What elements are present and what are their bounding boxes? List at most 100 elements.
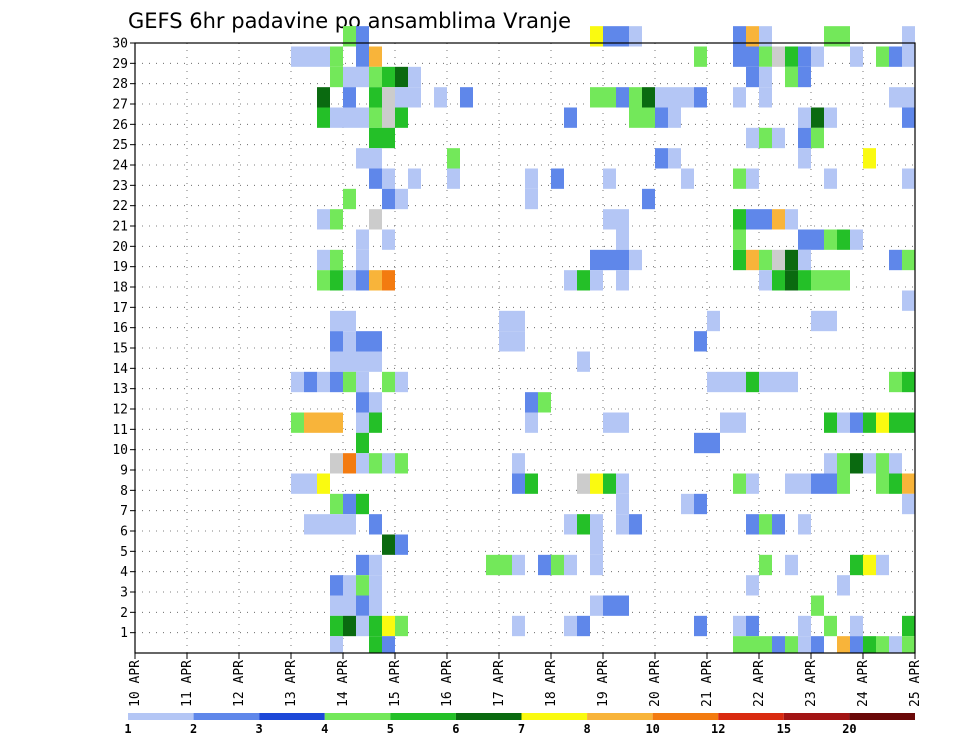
heatmap-cell — [694, 46, 707, 67]
heatmap-cell — [655, 148, 668, 169]
heatmap-cell — [850, 229, 863, 250]
heatmap-cell — [759, 249, 772, 271]
heatmap-cell — [330, 514, 343, 535]
heatmap-cell — [824, 270, 837, 291]
y-tick-label: 26 — [112, 118, 128, 133]
heatmap-cell — [369, 168, 382, 189]
heatmap-cell — [889, 636, 902, 653]
heatmap-cell — [902, 26, 915, 47]
heatmap-cell — [616, 493, 629, 515]
legend-label: 6 — [452, 722, 459, 736]
heatmap-cell — [616, 270, 629, 291]
heatmap-cell — [798, 107, 811, 128]
heatmap-cell — [616, 473, 629, 494]
heatmap-cell — [369, 331, 382, 352]
heatmap-cell — [330, 453, 343, 474]
heatmap-cell — [837, 26, 850, 47]
heatmap-cell — [330, 270, 343, 291]
heatmap-cell — [811, 107, 824, 128]
heatmap-cell — [642, 87, 655, 108]
heatmap-cell — [343, 310, 356, 332]
heatmap-cell — [681, 493, 694, 515]
heatmap-cell — [512, 453, 525, 474]
heatmap-cell — [369, 412, 382, 433]
legend-swatch — [783, 713, 850, 720]
heatmap-cell — [902, 168, 915, 189]
y-tick-label: 4 — [120, 565, 128, 580]
heatmap-cell — [356, 229, 369, 250]
x-tick-label: 22 APR — [752, 660, 767, 707]
legend-swatch — [521, 713, 588, 720]
heatmap-cell — [382, 107, 395, 128]
heatmap-cell — [902, 615, 915, 637]
heatmap-cell — [330, 371, 343, 393]
legend-label: 7 — [518, 722, 525, 736]
heatmap-cell — [746, 514, 759, 535]
heatmap-cell — [317, 270, 330, 291]
heatmap-cell — [330, 636, 343, 653]
heatmap-cell — [668, 148, 681, 169]
heatmap-cell — [343, 595, 356, 616]
heatmap-cell — [356, 432, 369, 454]
legend-swatch — [587, 713, 653, 720]
heatmap-cell — [590, 554, 603, 576]
heatmap-cell — [629, 249, 642, 271]
heatmap-cell — [889, 46, 902, 67]
heatmap-cell — [369, 270, 382, 291]
legend-label: 10 — [645, 722, 659, 736]
heatmap-cell — [343, 615, 356, 637]
y-tick-label: 7 — [120, 504, 128, 519]
y-tick-label: 3 — [120, 586, 128, 601]
heatmap-cell — [863, 554, 876, 576]
heatmap-cell — [837, 270, 850, 291]
heatmap-cell — [798, 514, 811, 535]
heatmap-cell — [811, 473, 824, 494]
y-tick-label: 25 — [112, 138, 128, 153]
heatmap-cell — [577, 351, 590, 372]
heatmap-cell — [317, 473, 330, 494]
heatmap-cell — [356, 453, 369, 474]
legend-swatch — [193, 713, 260, 720]
legend-swatch — [652, 713, 719, 720]
x-tick-label: 18 APR — [544, 660, 559, 707]
heatmap-cell — [356, 412, 369, 433]
heatmap-cell — [824, 615, 837, 637]
heatmap-cell — [603, 168, 616, 189]
heatmap-cell — [356, 371, 369, 393]
heatmap-cell — [629, 107, 642, 128]
heatmap-cell — [863, 148, 876, 169]
heatmap-cell — [759, 270, 772, 291]
heatmap-cell — [590, 249, 603, 271]
heatmap-cell — [642, 188, 655, 210]
heatmap-cell — [785, 270, 798, 291]
heatmap-cell — [785, 249, 798, 271]
x-tick-label: 21 APR — [700, 660, 715, 707]
heatmap-cell — [668, 107, 681, 128]
heatmap-cell — [616, 514, 629, 535]
y-tick-label: 19 — [112, 260, 128, 275]
heatmap-cell — [304, 514, 317, 535]
heatmap-cell — [707, 310, 720, 332]
heatmap-cells — [291, 26, 915, 653]
y-tick-label: 29 — [112, 57, 128, 72]
heatmap-cell — [356, 595, 369, 616]
heatmap-cell — [798, 270, 811, 291]
heatmap-cell — [629, 87, 642, 108]
heatmap-cell — [356, 331, 369, 352]
heatmap-cell — [369, 554, 382, 576]
y-tick-label: 18 — [112, 281, 128, 296]
y-tick-label: 13 — [112, 382, 128, 397]
heatmap-cell — [811, 310, 824, 332]
heatmap-cell — [707, 371, 720, 393]
legend-label: 15 — [777, 722, 791, 736]
heatmap-cell — [811, 127, 824, 149]
heatmap-cell — [876, 473, 889, 494]
heatmap-cell — [382, 168, 395, 189]
heatmap-cell — [694, 493, 707, 515]
y-tick-label: 15 — [112, 342, 128, 357]
y-tick-label: 12 — [112, 403, 128, 418]
heatmap-cell — [382, 453, 395, 474]
legend-label: 20 — [842, 722, 856, 736]
heatmap-cell — [304, 412, 317, 433]
y-tick-label: 16 — [112, 321, 128, 336]
